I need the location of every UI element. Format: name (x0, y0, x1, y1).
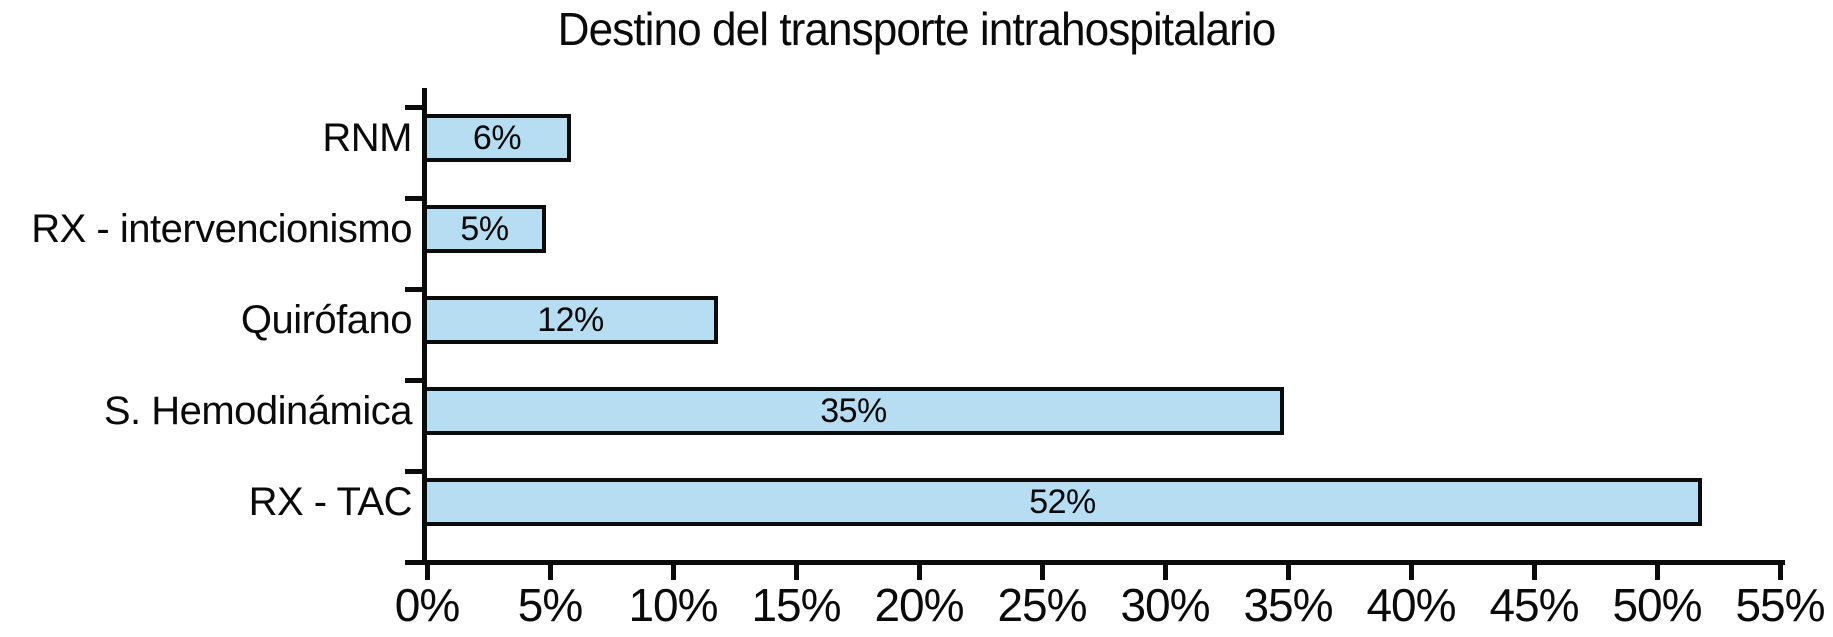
bar-value-label: 52% (1029, 482, 1096, 521)
x-axis-tick (793, 565, 799, 580)
bar-value-label: 35% (820, 391, 887, 430)
category-label: RNM (322, 116, 412, 160)
bar: 6% (423, 114, 571, 162)
y-axis-tick (405, 105, 422, 110)
x-axis-tick (424, 565, 430, 580)
bar-value-label: 6% (472, 118, 522, 157)
y-axis-tick (405, 287, 422, 292)
x-axis-tick (1039, 565, 1045, 580)
y-axis-tick (405, 378, 422, 383)
bar: 35% (423, 387, 1284, 435)
x-tick-label: 40% (1366, 579, 1456, 631)
x-tick-label: 45% (1489, 579, 1579, 631)
x-tick-label: 25% (997, 579, 1087, 631)
bar-value-label: 5% (460, 209, 509, 248)
x-tick-label: 15% (751, 579, 841, 631)
x-axis-line (422, 560, 1785, 565)
chart-title: Destino del transporte intrahospitalario (557, 3, 1277, 55)
x-axis-tick (1408, 565, 1414, 580)
bar-value-label: 12% (537, 300, 604, 339)
x-tick-label: 55% (1735, 579, 1825, 631)
x-axis-tick (670, 565, 676, 580)
category-label: Quirófano (240, 298, 413, 342)
y-axis-tick (405, 560, 422, 565)
category-label: S. Hemodinámica (103, 389, 413, 433)
x-axis-tick (547, 565, 553, 580)
x-tick-label: 35% (1243, 579, 1333, 631)
category-label: RX - intervencionismo (31, 207, 412, 251)
x-tick-label: 30% (1120, 579, 1210, 631)
x-axis-tick (1285, 565, 1291, 580)
x-axis-tick (1777, 565, 1783, 580)
x-axis-tick (1162, 565, 1168, 580)
x-tick-label: 5% (517, 579, 583, 631)
x-tick-label: 10% (628, 579, 718, 631)
category-label: RX - TAC (248, 480, 413, 524)
x-tick-label: 0% (394, 579, 460, 631)
y-axis-tick (405, 196, 422, 201)
x-axis-tick (916, 565, 922, 580)
x-axis-tick (1531, 565, 1537, 580)
x-tick-label: 20% (874, 579, 964, 631)
bar: 12% (423, 296, 718, 344)
bar: 5% (423, 205, 546, 253)
bar: 52% (423, 478, 1702, 526)
x-tick-label: 50% (1612, 579, 1702, 631)
y-axis-tick (405, 469, 422, 474)
x-axis-tick (1654, 565, 1660, 580)
